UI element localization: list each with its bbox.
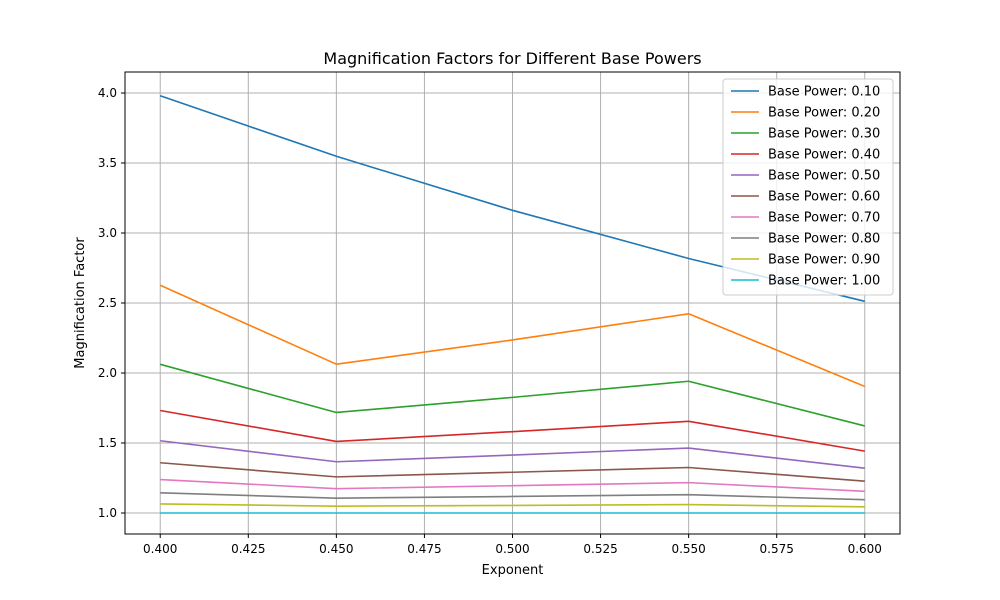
legend-label-3: Base Power: 0.40 (768, 148, 880, 163)
series-line-5 (160, 461, 865, 483)
series-line-6 (160, 478, 865, 493)
x-tick-label: 0.525 (583, 542, 617, 556)
legend-label-8: Base Power: 0.90 (768, 253, 880, 268)
y-tick-label: 1.5 (98, 436, 117, 450)
y-tick-label: 2.0 (98, 366, 117, 380)
series-line-4 (160, 439, 865, 469)
x-tick-label: 0.550 (671, 542, 705, 556)
legend-label-6: Base Power: 0.70 (768, 211, 880, 226)
legend-box (722, 78, 894, 296)
x-tick-label: 0.400 (143, 542, 177, 556)
x-tick-label: 0.475 (407, 542, 441, 556)
x-tick-label: 0.600 (848, 542, 882, 556)
series-line-3 (160, 409, 865, 452)
legend-label-1: Base Power: 0.20 (768, 106, 880, 121)
y-tick-label: 1.0 (98, 506, 117, 520)
legend-label-7: Base Power: 0.80 (768, 232, 880, 247)
y-axis-label: Magnification Factor (73, 237, 88, 369)
x-axis-ticks: 0.400 0.425 0.450 0.475 0.500 0.525 0.550 0.575… (143, 534, 882, 556)
x-axis-label: Exponent (482, 563, 544, 578)
x-tick-label: 0.450 (319, 542, 353, 556)
series-line-2 (160, 363, 865, 427)
legend-label-9: Base Power: 1.00 (768, 274, 880, 289)
legend-label-2: Base Power: 0.30 (768, 127, 880, 142)
series-line-7 (160, 492, 865, 501)
legend-label-5: Base Power: 0.60 (768, 190, 880, 205)
y-tick-label: 3.5 (98, 156, 117, 170)
y-tick-label: 3.0 (98, 226, 117, 240)
y-axis-ticks: 1.0 1.5 2.0 2.5 3.0 3.5 4.0 (98, 86, 125, 520)
x-tick-label: 0.575 (760, 542, 794, 556)
chart-title: Magnification Factors for Different Base… (323, 49, 701, 68)
legend-label-0: Base Power: 0.10 (768, 85, 880, 100)
legend: Base Power: 0.10 Base Power: 0.20 Base Pow… (722, 78, 894, 296)
series-line-8 (160, 503, 865, 508)
x-tick-label: 0.500 (495, 542, 529, 556)
y-tick-label: 2.5 (98, 296, 117, 310)
series-line-1 (159, 284, 866, 388)
y-tick-label: 4.0 (98, 86, 117, 100)
x-tick-label: 0.425 (231, 542, 265, 556)
legend-label-4: Base Power: 0.50 (768, 169, 880, 184)
series-lines (159, 95, 866, 514)
